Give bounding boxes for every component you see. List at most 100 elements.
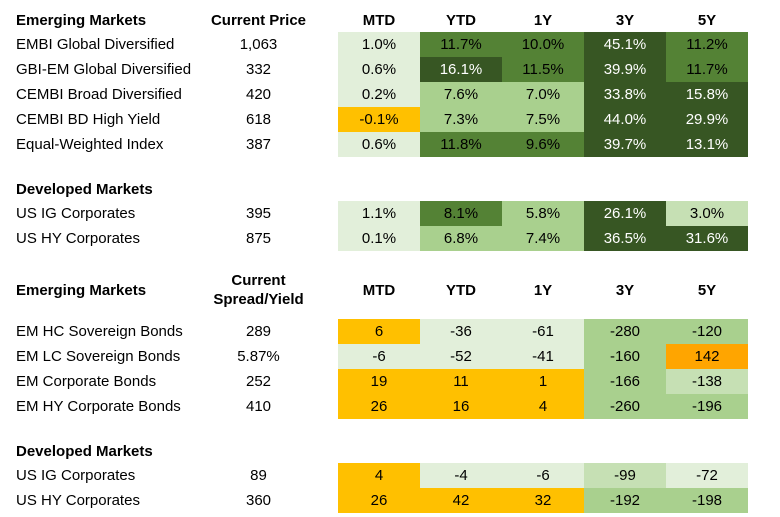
row-label: EMBI Global Diversified bbox=[16, 36, 175, 53]
data-cell-3y: 33.8% bbox=[584, 82, 666, 107]
column-gap bbox=[316, 82, 338, 107]
column-header-1y: 1Y bbox=[533, 281, 553, 299]
current-value: 420 bbox=[245, 86, 272, 103]
data-cell-3y: 39.7% bbox=[584, 132, 666, 157]
column-gap bbox=[316, 201, 338, 226]
table-row: CEMBI Broad Diversified 420 0.2% 7.6% 7.0% 33… bbox=[16, 82, 780, 107]
data-cell-mtd: -6 bbox=[338, 344, 420, 369]
data-cell-1y: 7.5% bbox=[502, 107, 584, 132]
current-value: 410 bbox=[245, 398, 272, 415]
section-header-row: Developed Markets bbox=[16, 177, 780, 201]
table-row: Equal-Weighted Index 387 0.6% 11.8% 9.6% 39.7… bbox=[16, 132, 780, 157]
current-value: 289 bbox=[245, 323, 272, 340]
table-row: EM Corporate Bonds 252 19 11 1 -166 -138 bbox=[16, 369, 780, 394]
data-cell-5y: 15.8% bbox=[666, 82, 748, 107]
data-cell-5y: 11.2% bbox=[666, 32, 748, 57]
row-label: GBI-EM Global Diversified bbox=[16, 61, 192, 78]
column-header-ytd: YTD bbox=[446, 281, 476, 299]
column-gap bbox=[316, 394, 338, 419]
data-cell-1y: 5.8% bbox=[502, 201, 584, 226]
data-cell-ytd: 7.3% bbox=[420, 107, 502, 132]
column-gap bbox=[316, 439, 338, 463]
row-label: CEMBI BD High Yield bbox=[16, 111, 161, 128]
column-gap bbox=[316, 344, 338, 369]
data-cell-ytd: -52 bbox=[420, 344, 502, 369]
table-row: EM HC Sovereign Bonds 289 6 -36 -61 -280 -120 bbox=[16, 319, 780, 344]
data-cell-mtd: 4 bbox=[338, 463, 420, 488]
table-row: US IG Corporates 89 4 -4 -6 -99 -72 bbox=[16, 463, 780, 488]
current-value: 5.87% bbox=[237, 348, 280, 365]
data-cell-3y: 39.9% bbox=[584, 57, 666, 82]
column-gap bbox=[316, 177, 338, 201]
data-cell-1y: -6 bbox=[502, 463, 584, 488]
table-row: US HY Corporates 360 26 42 32 -192 -198 bbox=[16, 488, 780, 513]
data-cell-mtd: 6 bbox=[338, 319, 420, 344]
data-cell-1y: 9.6% bbox=[502, 132, 584, 157]
data-cell-5y: 31.6% bbox=[666, 226, 748, 251]
data-cell-ytd: 6.8% bbox=[420, 226, 502, 251]
data-cell-5y: -198 bbox=[666, 488, 748, 513]
data-cell-5y: -72 bbox=[666, 463, 748, 488]
current-value: 332 bbox=[245, 61, 272, 78]
data-cell-ytd: 42 bbox=[420, 488, 502, 513]
row-label: EM HC Sovereign Bonds bbox=[16, 323, 183, 340]
column-header-mtd: MTD bbox=[362, 11, 396, 29]
data-cell-1y: 10.0% bbox=[502, 32, 584, 57]
data-cell-3y: -160 bbox=[584, 344, 666, 369]
section-title: Emerging Markets bbox=[16, 11, 147, 29]
current-value: 1,063 bbox=[239, 36, 278, 53]
data-cell-1y: -41 bbox=[502, 344, 584, 369]
table-row: EMBI Global Diversified 1,063 1.0% 11.7% 10.… bbox=[16, 32, 780, 57]
data-cell-ytd: -36 bbox=[420, 319, 502, 344]
data-cell-ytd: 11.8% bbox=[420, 132, 502, 157]
column-gap bbox=[316, 132, 338, 157]
data-cell-5y: -120 bbox=[666, 319, 748, 344]
data-cell-5y: 3.0% bbox=[666, 201, 748, 226]
column-header-1y: 1Y bbox=[533, 11, 553, 29]
data-cell-ytd: 11 bbox=[420, 369, 502, 394]
column-gap bbox=[316, 8, 338, 32]
data-cell-mtd: -0.1% bbox=[338, 107, 420, 132]
data-cell-3y: -260 bbox=[584, 394, 666, 419]
data-cell-mtd: 26 bbox=[338, 394, 420, 419]
data-cell-ytd: -4 bbox=[420, 463, 502, 488]
row-label: US IG Corporates bbox=[16, 205, 136, 222]
data-cell-1y: -61 bbox=[502, 319, 584, 344]
current-value: 360 bbox=[245, 492, 272, 509]
column-header-5y: 5Y bbox=[697, 281, 717, 299]
row-label: EM Corporate Bonds bbox=[16, 373, 157, 390]
column-header-5y: 5Y bbox=[697, 11, 717, 29]
data-cell-3y: -99 bbox=[584, 463, 666, 488]
data-cell-3y: -166 bbox=[584, 369, 666, 394]
data-cell-mtd: 0.1% bbox=[338, 226, 420, 251]
data-cell-5y: 11.7% bbox=[666, 57, 748, 82]
row-label: EM HY Corporate Bonds bbox=[16, 398, 181, 415]
column-gap bbox=[316, 107, 338, 132]
column-header-3y: 3Y bbox=[615, 281, 635, 299]
data-cell-ytd: 8.1% bbox=[420, 201, 502, 226]
data-cell-ytd: 11.7% bbox=[420, 32, 502, 57]
table-row: CEMBI BD High Yield 618 -0.1% 7.3% 7.5% 44.0%… bbox=[16, 107, 780, 132]
current-value: 252 bbox=[245, 373, 272, 390]
data-cell-mtd: 26 bbox=[338, 488, 420, 513]
section-developed-spread: Developed Markets US IG Corporates 89 4 -4 -6… bbox=[16, 439, 780, 513]
data-cell-5y: -138 bbox=[666, 369, 748, 394]
row-label: US HY Corporates bbox=[16, 492, 140, 509]
column-gap bbox=[316, 319, 338, 344]
section-developed-price: Developed Markets US IG Corporates 395 1.1%… bbox=[16, 177, 780, 251]
section-header-row: Developed Markets bbox=[16, 439, 780, 463]
data-cell-ytd: 7.6% bbox=[420, 82, 502, 107]
section-emerging-price: Emerging Markets Current Price MTD YTD 1Y 3Y 5… bbox=[16, 8, 780, 157]
column-gap bbox=[316, 488, 338, 513]
section-header-row: Emerging Markets Current Price MTD YTD 1Y 3Y 5… bbox=[16, 8, 780, 32]
data-cell-1y: 4 bbox=[502, 394, 584, 419]
section-title: Developed Markets bbox=[16, 180, 153, 198]
current-value: 395 bbox=[245, 205, 272, 222]
table-row: US IG Corporates 395 1.1% 8.1% 5.8% 26.1% 3.0% bbox=[16, 201, 780, 226]
data-cell-mtd: 1.1% bbox=[338, 201, 420, 226]
data-cell-mtd: 0.6% bbox=[338, 132, 420, 157]
column-header-mtd: MTD bbox=[362, 281, 396, 299]
column-header-3y: 3Y bbox=[615, 11, 635, 29]
data-cell-5y: 29.9% bbox=[666, 107, 748, 132]
